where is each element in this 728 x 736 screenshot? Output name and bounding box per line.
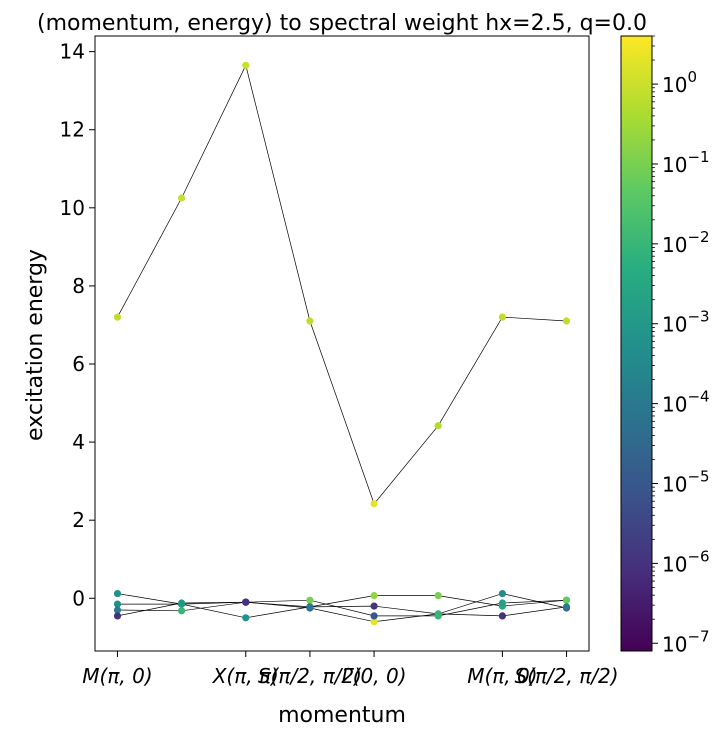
data-point (498, 612, 506, 620)
colorbar-tick-label: 10−5 (662, 467, 710, 496)
colorbar-tick-label: 10−3 (662, 308, 710, 337)
x-axis: M(π, 0) X(π, π)S(π/2, π/2)Γ(0, 0) M(π, 0)S… (82, 651, 619, 688)
colorbar-tick-label: 10−6 (662, 547, 710, 576)
data-point (562, 317, 571, 325)
data-point (434, 592, 442, 600)
data-point (242, 614, 250, 622)
plot-area (94, 35, 590, 652)
y-tick-label: 8 (72, 274, 85, 298)
x-tick-label: Γ(0, 0) (342, 664, 407, 688)
data-point (306, 596, 314, 604)
series-line-1 (117, 64, 567, 505)
y-axis: 0 2 4 6 8 10 12 14 (60, 40, 95, 610)
colorbar-tick-label: 10−4 (662, 388, 710, 417)
x-tick-label: S(π/2, π/2) (515, 664, 619, 688)
data-point (562, 596, 571, 604)
y-tick-label: 10 (60, 196, 85, 220)
series-line-3 (117, 595, 567, 619)
x-tick-label: M(π, 0) (467, 664, 537, 688)
series-line-4 (117, 599, 567, 617)
x-tick-label: S(π/2, π/2) (258, 664, 362, 688)
data-point (306, 317, 314, 325)
colorbar-tick-label: 100 (662, 68, 697, 97)
colorbar-tick-label: 10−1 (662, 148, 710, 177)
data-point (434, 610, 442, 618)
colorbar: 10−7 10−6 10−5 10−4 10−3 10−2 10−1 100 (620, 35, 710, 656)
x-tick-label: X(π, π) (212, 664, 279, 688)
data-point (242, 61, 250, 69)
colorbar-ticks: 10−7 10−6 10−5 10−4 10−3 10−2 10−1 100 (652, 35, 710, 656)
y-tick-label: 2 (72, 508, 85, 532)
data-point (562, 603, 571, 611)
data-point (178, 599, 186, 607)
colorbar-tick-label: 10−2 (662, 228, 710, 257)
data-point (113, 612, 122, 620)
data-point (370, 612, 378, 620)
x-axis-label: momentum (278, 703, 406, 728)
series-lines (117, 64, 567, 623)
series-line-2 (117, 593, 567, 623)
y-tick-label: 0 (72, 586, 85, 610)
data-point (113, 606, 122, 614)
data-point (370, 618, 378, 626)
data-point (498, 313, 506, 321)
y-axis-label: excitation energy (23, 249, 48, 441)
colorbar-gradient (620, 35, 653, 652)
data-point (113, 600, 122, 608)
data-point (370, 500, 378, 508)
x-tick-label: M(π, 0) (82, 664, 152, 688)
y-tick-label: 4 (72, 430, 85, 454)
data-point (498, 599, 506, 607)
data-point (242, 598, 250, 606)
series-line-5 (117, 601, 567, 617)
data-point (434, 422, 442, 430)
y-tick-label: 14 (60, 40, 85, 64)
scatter-points (113, 61, 571, 626)
data-point (498, 590, 506, 598)
data-point (178, 194, 186, 202)
data-point (113, 590, 122, 598)
y-tick-label: 12 (60, 118, 85, 142)
colorbar-tick-label: 10−7 (662, 627, 710, 656)
y-tick-label: 6 (72, 352, 85, 376)
plot-frame (94, 35, 590, 652)
data-point (178, 607, 186, 615)
data-point (370, 592, 378, 600)
chart-title: (momentum, energy) to spectral weight hx… (37, 11, 647, 36)
data-point (113, 313, 122, 321)
data-point (370, 602, 378, 610)
data-point (306, 603, 314, 611)
